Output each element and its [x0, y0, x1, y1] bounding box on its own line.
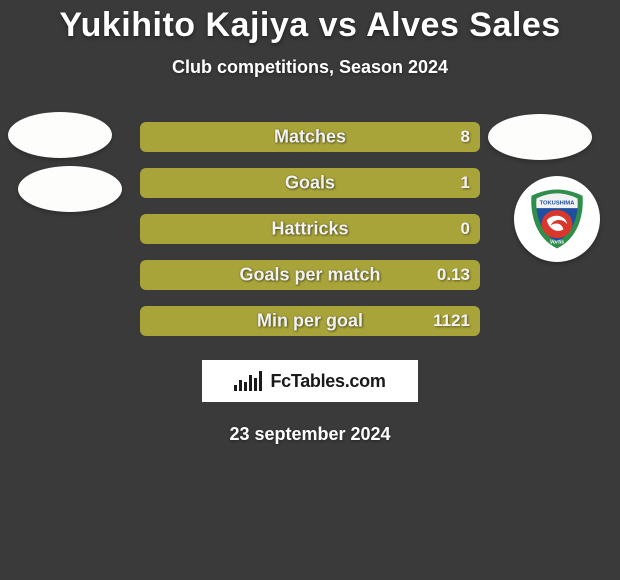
- club-crest-icon: TOKUSHIMA Vortis: [525, 187, 589, 251]
- stat-row: Goals per match 0.13: [140, 260, 480, 290]
- stat-value-right: 0: [461, 219, 470, 239]
- date-label: 23 september 2024: [0, 424, 620, 445]
- stat-row: Goals 1: [140, 168, 480, 198]
- page-title: Yukihito Kajiya vs Alves Sales: [0, 0, 620, 45]
- stat-label: Goals per match: [239, 265, 380, 286]
- stat-label: Goals: [285, 173, 335, 194]
- stat-label: Hattricks: [271, 219, 348, 240]
- stat-row: Min per goal 1121: [140, 306, 480, 336]
- stat-value-right: 0.13: [437, 265, 470, 285]
- svg-text:TOKUSHIMA: TOKUSHIMA: [540, 200, 575, 206]
- brand-box: FcTables.com: [202, 360, 418, 402]
- stat-label: Matches: [274, 127, 346, 148]
- stat-label: Min per goal: [257, 311, 363, 332]
- subtitle: Club competitions, Season 2024: [0, 57, 620, 78]
- player-right-avatar-placeholder: [488, 114, 592, 160]
- stat-value-right: 8: [461, 127, 470, 147]
- stat-value-right: 1121: [433, 311, 470, 331]
- player-right-club-badge: TOKUSHIMA Vortis: [514, 176, 600, 262]
- bars-chart-icon: [234, 371, 264, 391]
- player-left-avatar-placeholder-1: [8, 112, 112, 158]
- stat-row: Hattricks 0: [140, 214, 480, 244]
- brand-text: FcTables.com: [270, 371, 385, 392]
- svg-text:Vortis: Vortis: [550, 239, 564, 245]
- player-left-avatar-placeholder-2: [18, 166, 122, 212]
- stat-value-right: 1: [461, 173, 470, 193]
- stat-row: Matches 8: [140, 122, 480, 152]
- comparison-card: Yukihito Kajiya vs Alves Sales Club comp…: [0, 0, 620, 580]
